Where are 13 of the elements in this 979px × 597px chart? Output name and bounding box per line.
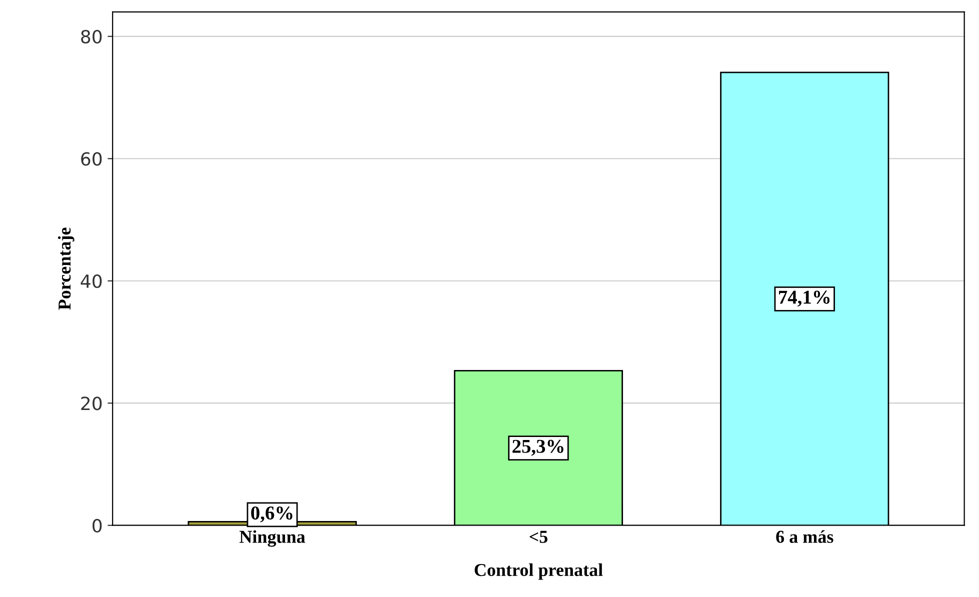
y-tick-label: 20 [81,396,102,410]
y-tick-label: 40 [80,274,102,288]
data-label: 74,1% [778,290,830,307]
x-tick-label: Ninguna [240,530,306,547]
x-axis-title: Control prenatal [474,563,603,580]
x-tick-label: 6 a más [776,530,834,543]
y-tick-label: 80 [81,30,102,44]
y-tick-label: 60 [81,152,102,166]
y-tick-label: 0 [92,518,102,532]
x-tick-label: <5 [530,530,548,543]
y-axis-title: Porcentaje [58,228,74,310]
data-label: 25,3% [512,440,564,456]
data-label: 0,6% [251,506,292,522]
